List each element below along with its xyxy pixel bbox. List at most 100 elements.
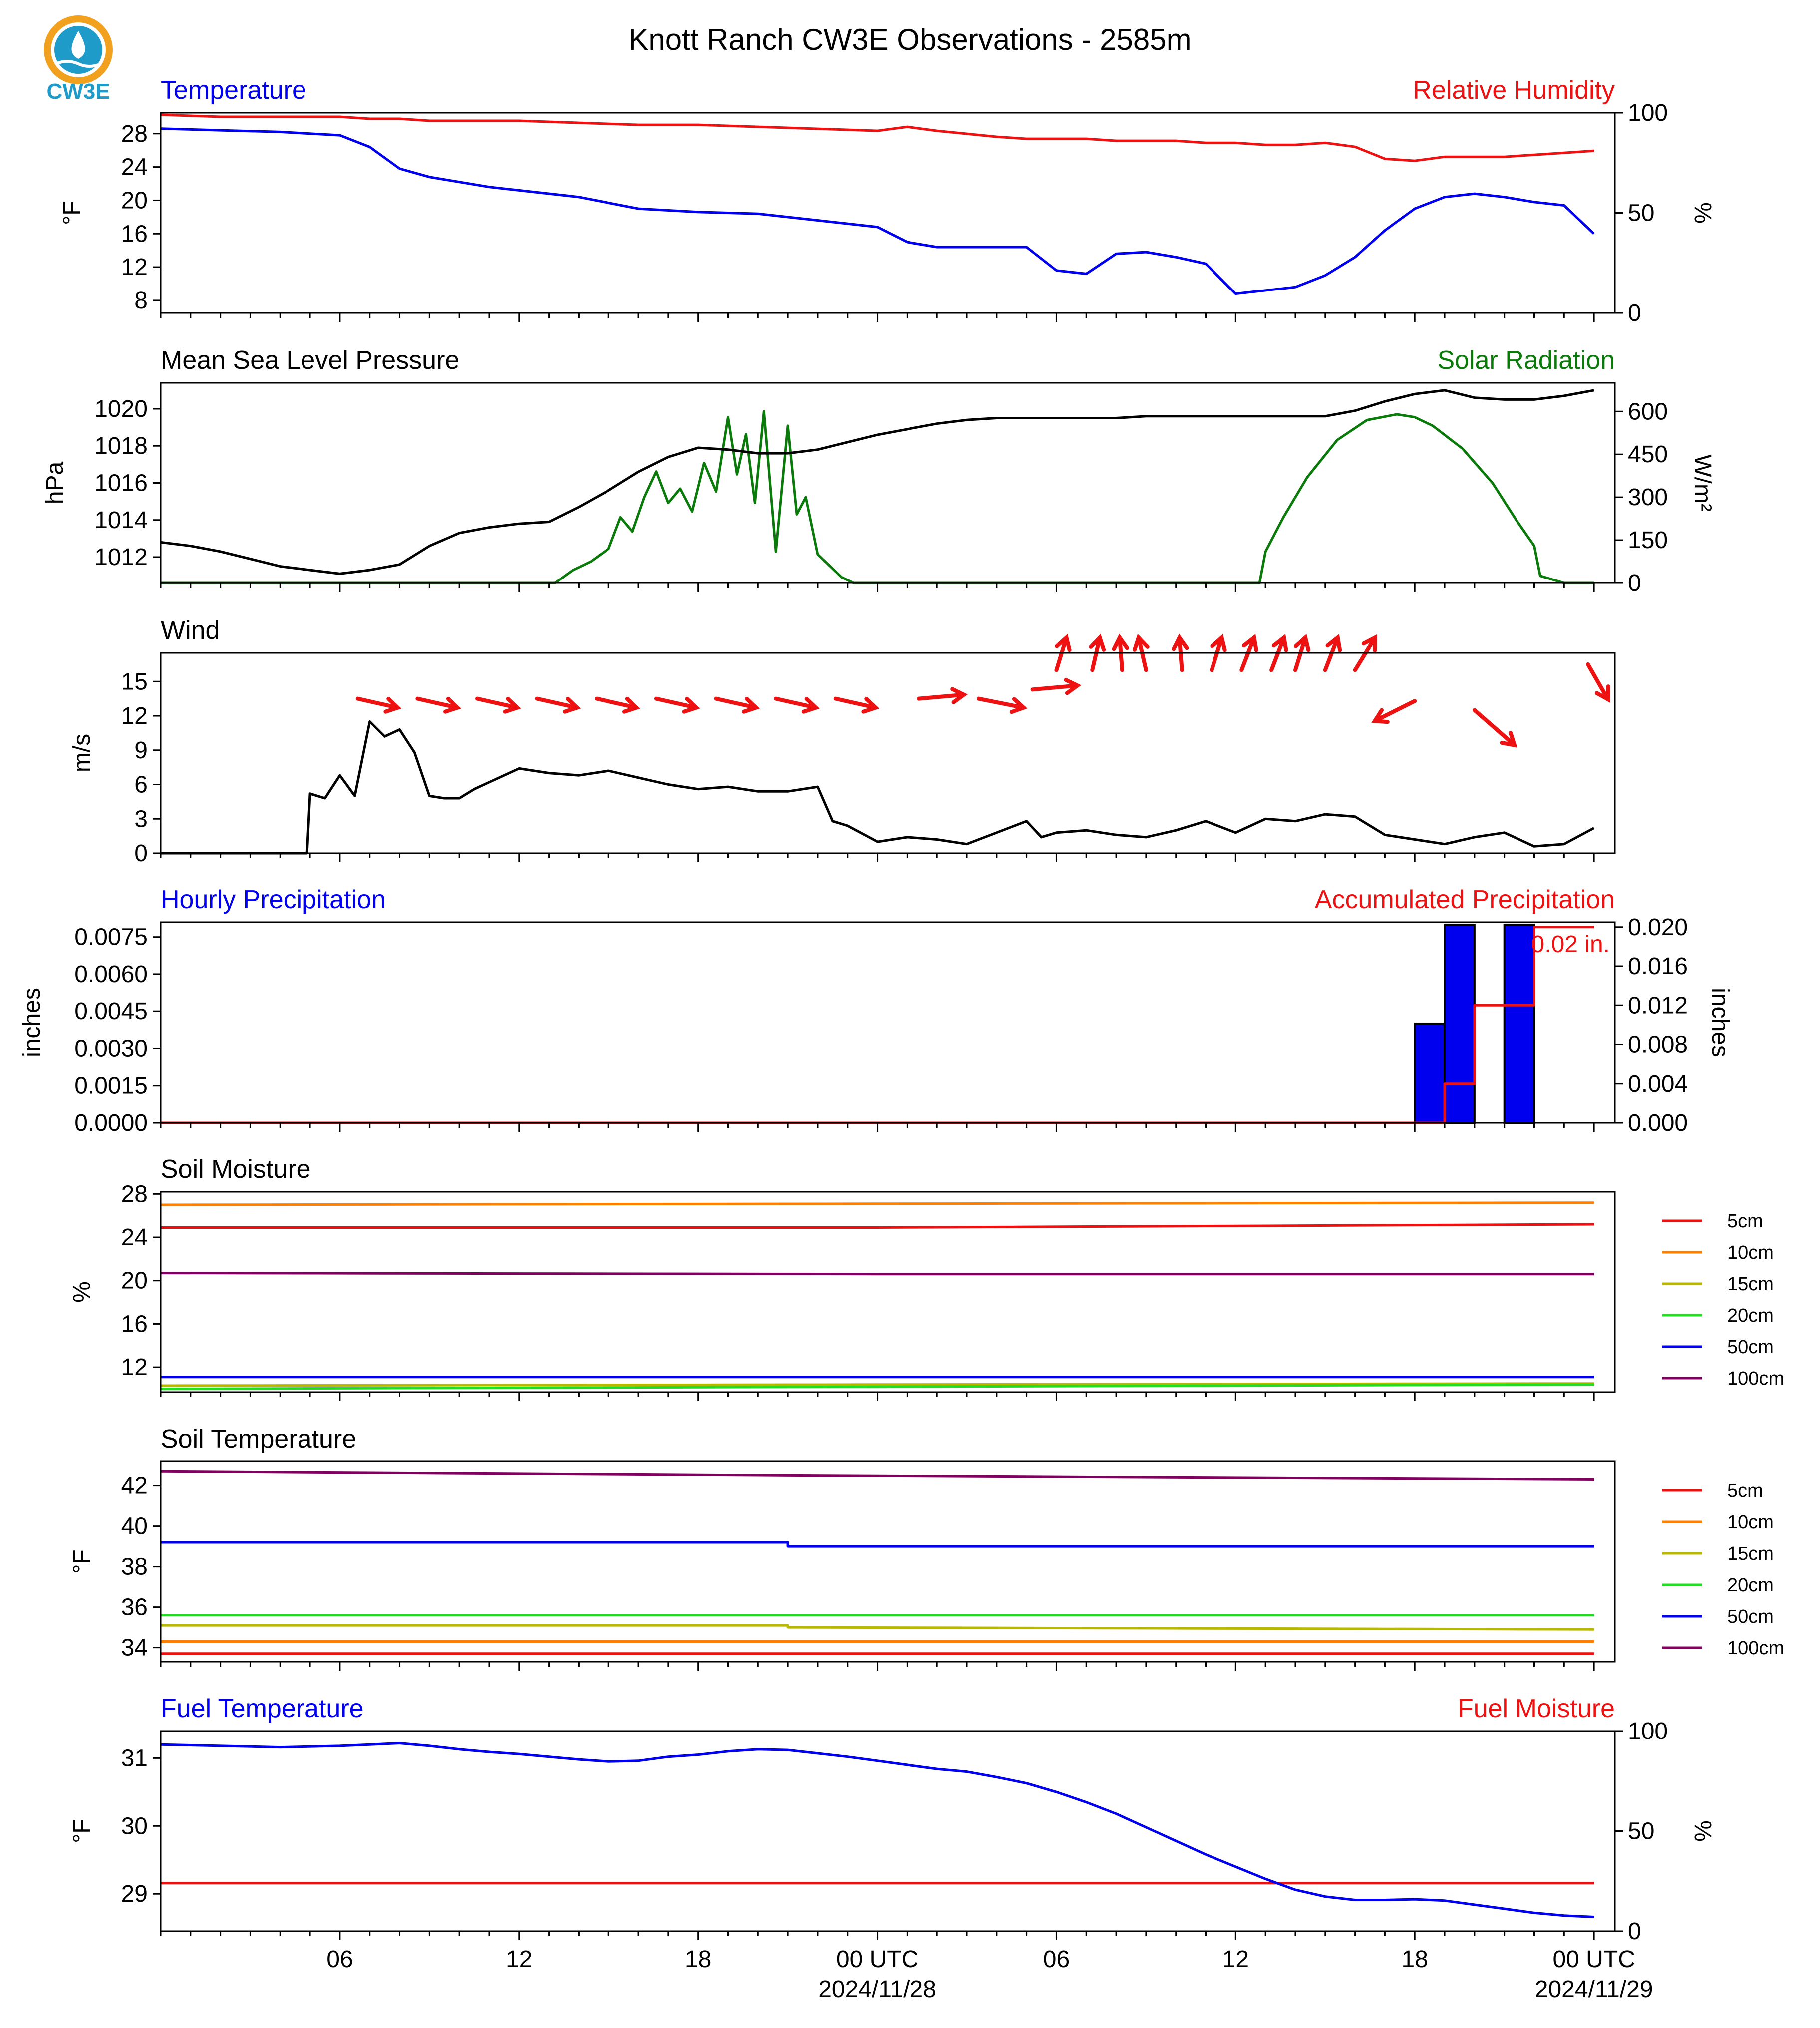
- temp-left-tick-label: 12: [121, 254, 148, 281]
- soil-series-line: [161, 1223, 1594, 1229]
- aprecip-right-tick-label: 0.016: [1628, 953, 1688, 980]
- rh-right-tick-label: 0: [1628, 300, 1641, 326]
- wind-arrow-shaft: [475, 696, 520, 710]
- fueltemp-left-tick-label: 29: [121, 1881, 148, 1907]
- y-axis-label-left: °F: [69, 1549, 95, 1574]
- panel-title-right: Solar Radiation: [1437, 346, 1615, 375]
- wind-arrow-head: [1089, 633, 1106, 652]
- wind-arrow-shaft: [535, 696, 579, 710]
- wind-arrow: [833, 696, 880, 714]
- wind-arrow: [1089, 633, 1106, 672]
- figure-title: Knott Ranch CW3E Observations - 2585m: [628, 23, 1191, 56]
- temp-left-tick-label: 16: [121, 221, 148, 247]
- x-tick-label: 00 UTC: [836, 1946, 918, 1973]
- wind-left-tick-label: 3: [134, 806, 148, 832]
- wind-arrow: [1054, 633, 1072, 672]
- hprecip-left-tick-label: 0.0000: [74, 1110, 148, 1136]
- cw3e-logo: CW3E: [44, 15, 113, 104]
- wind-arrow-head: [682, 696, 700, 714]
- hprecip-left-tick-label: 0.0030: [74, 1035, 148, 1062]
- wind-arrow: [1353, 634, 1377, 672]
- wind-arrow-head: [443, 696, 461, 714]
- wind-arrow-head: [1132, 633, 1150, 652]
- soil5-left-tick-label: 34: [121, 1635, 148, 1661]
- wind-arrow-head: [1325, 634, 1342, 652]
- y-axis-label-left: hPa: [42, 461, 68, 504]
- aprecip-right-tick-label: 0.008: [1628, 1032, 1688, 1058]
- x-tick-label: 00 UTC: [1552, 1946, 1635, 1973]
- wind-arrow-shaft: [1269, 635, 1286, 672]
- pres-left-tick-label: 1012: [94, 544, 148, 571]
- legend-label: 50cm: [1727, 1606, 1774, 1627]
- x-tick-label: 18: [1402, 1946, 1428, 1973]
- y-axis-label-right: inches: [1707, 988, 1733, 1057]
- wind-arrow: [1132, 633, 1150, 672]
- wind-arrow-shaft: [714, 696, 758, 710]
- y-axis-label-right: W/m²: [1689, 454, 1716, 512]
- wind-arrow: [475, 696, 521, 714]
- fuelmoist-right-tick-label: 0: [1628, 1918, 1641, 1945]
- solar-right-tick-label: 300: [1628, 484, 1668, 511]
- panel-title-left: Soil Temperature: [161, 1425, 356, 1453]
- wind-arrow: [535, 696, 581, 714]
- wind-arrow-shaft: [917, 692, 966, 701]
- wind-arrow-head: [1112, 633, 1129, 651]
- wind-arrow-head: [1371, 708, 1390, 724]
- temperature-humidity-panel: Temperature Relative Humidity 8 12 16 20 24 28 0…: [59, 76, 1716, 326]
- soil-series-line: [160, 1470, 1594, 1481]
- temp-left-tick-label: 20: [121, 187, 148, 214]
- y-axis-label-right: %: [1689, 1820, 1716, 1842]
- logo-wave-icon: [55, 60, 102, 68]
- hprecip-left-tick-label: 0.0060: [74, 961, 148, 988]
- pressure-line: [160, 389, 1594, 575]
- wind-arrow: [774, 696, 820, 714]
- wind-left-tick-label: 6: [134, 772, 148, 798]
- x-tick-label: 06: [326, 1946, 353, 1973]
- precipitation-panel: Hourly Precipitation Accumulated Precipit…: [19, 885, 1733, 1136]
- wind-arrow-shaft: [1054, 635, 1069, 672]
- legend-label: 10cm: [1727, 1512, 1774, 1533]
- wind-arrow-shaft: [595, 696, 639, 710]
- temp-left-tick-label: 24: [121, 154, 148, 181]
- wind-arrow-head: [1064, 678, 1082, 695]
- panel-title-left: Wind: [161, 616, 220, 645]
- panel-frame: [160, 921, 1616, 1124]
- aprecip-right-tick-label: 0.012: [1628, 992, 1688, 1019]
- fuel-panel: Fuel Temperature Fuel Moisture 29 30 31 0 50 10…: [69, 1694, 1716, 1945]
- hprecip-left-tick-label: 0.0045: [74, 998, 148, 1025]
- precip-bar: [1414, 1022, 1446, 1124]
- panel-title-left: Hourly Precipitation: [161, 885, 386, 914]
- wind-arrow: [976, 696, 1028, 714]
- legend-label: 20cm: [1727, 1305, 1774, 1326]
- wind-arrow-shaft: [355, 696, 400, 710]
- wind-arrow: [1239, 634, 1258, 672]
- wind-arrow-head: [742, 696, 760, 714]
- wind-arrow-shaft: [833, 696, 878, 710]
- hprecip-left-tick-label: 0.0015: [74, 1073, 148, 1099]
- y-axis-label-left: °F: [59, 201, 85, 225]
- logo-drop-icon: [71, 31, 85, 59]
- legend-label: 100cm: [1727, 1638, 1784, 1659]
- wind-arrow-head: [563, 696, 581, 714]
- pres-left-tick-label: 1016: [94, 470, 148, 497]
- x-date-label: 2024/11/29: [1535, 1976, 1653, 2003]
- soil-series-line: [161, 1624, 1594, 1631]
- wind-arrow: [1371, 699, 1417, 724]
- wind-arrow: [595, 696, 640, 714]
- solar-right-tick-label: 450: [1628, 441, 1668, 468]
- wind-arrow-head: [1172, 633, 1189, 651]
- y-axis-label-left: m/s: [69, 734, 95, 772]
- wind-arrow: [1472, 708, 1517, 748]
- legend-label: 5cm: [1727, 1480, 1763, 1501]
- solar-radiation-line: [161, 410, 1594, 584]
- humidity-line: [160, 113, 1594, 162]
- wind-panel: Wind 0 3 6 9 12 15 m/s: [69, 616, 1616, 867]
- logo-text: CW3E: [46, 79, 110, 104]
- wind-arrow: [355, 696, 402, 714]
- legend-label: 15cm: [1727, 1274, 1774, 1295]
- accumulated-total-label: 0.02 in.: [1531, 931, 1610, 958]
- wind-arrow-head: [1242, 634, 1258, 652]
- y-axis-label-left: inches: [19, 988, 45, 1057]
- x-tick-label: 18: [685, 1946, 711, 1973]
